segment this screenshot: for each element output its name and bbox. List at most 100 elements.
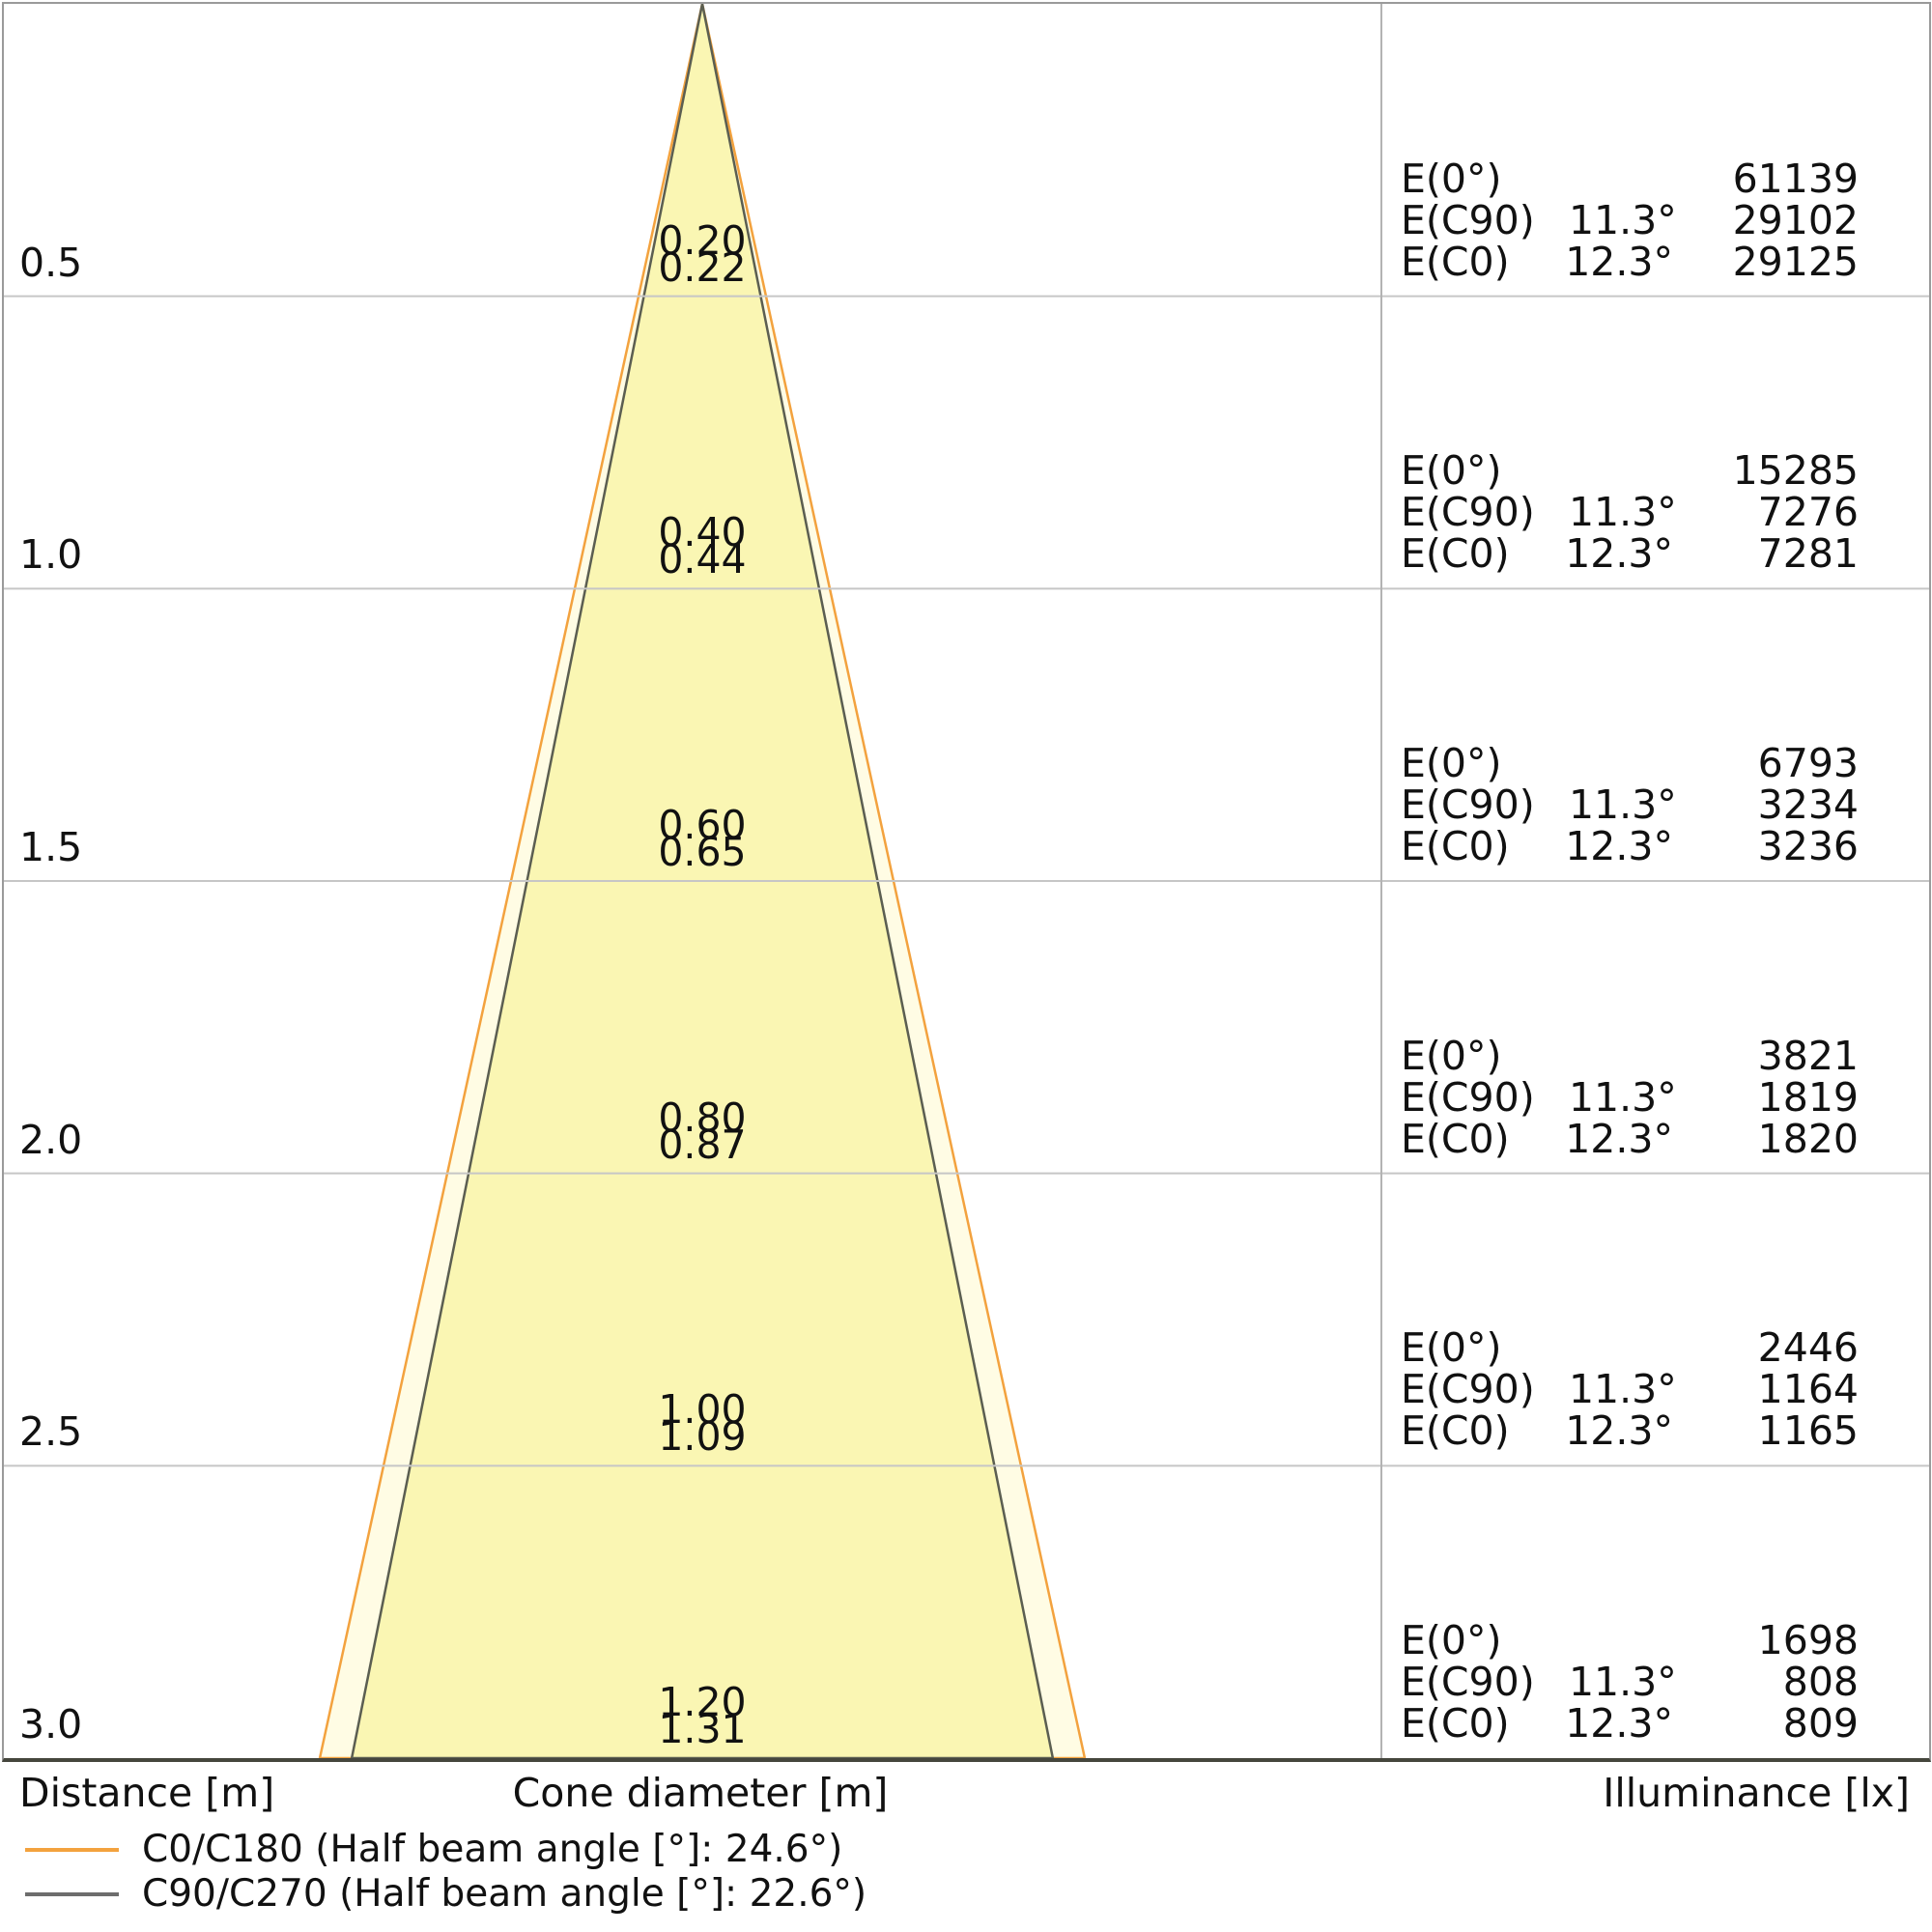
illuminance-row: E(0°) 3821 E(C90) 11.3° 1819 E(C0) 12.3° 1820: [1401, 1032, 1859, 1162]
illuminance-value: 3821: [1757, 1032, 1859, 1079]
illuminance-value: 809: [1782, 1700, 1859, 1747]
illuminance-label: E(0°): [1401, 1324, 1502, 1372]
cone-diameter-values: 1.00 1.09: [658, 1386, 747, 1461]
illuminance-row: E(0°) 6793 E(C90) 11.3° 3234 E(C0) 12.3° 3236: [1401, 743, 1859, 867]
axis-caption-row: Distance [m] Cone diameter [m] Illuminan…: [0, 1770, 1932, 1816]
illuminance-value: 808: [1782, 1659, 1859, 1705]
legend-item-c0-c180: C0/C180 (Half beam angle [°]: 24.6°): [25, 1828, 867, 1872]
legend-label-c0-c180: C0/C180 (Half beam angle [°]: 24.6°): [142, 1828, 843, 1871]
half-beam-angle-value: 11.3°: [1568, 1366, 1677, 1413]
illuminance-line-e0: E(0°) 1698: [1401, 1620, 1859, 1662]
distance-tick-label: 0.5: [19, 239, 83, 286]
cone-diameter-values: 0.60 0.65: [658, 802, 747, 875]
cone-diameter-axis-label: Cone diameter [m]: [512, 1770, 889, 1816]
illuminance-value: 2446: [1757, 1324, 1859, 1372]
half-beam-angle-value: 12.3°: [1565, 823, 1673, 869]
illuminance-value: 61139: [1732, 155, 1859, 202]
half-beam-angle-value: 11.3°: [1568, 1073, 1677, 1121]
illuminance-line-e0: E(0°) 15285: [1401, 450, 1859, 492]
illuminance-label: E(C0): [1401, 1700, 1510, 1747]
cone-diameter-c90-value: 1.00: [658, 1386, 747, 1434]
illuminance-line-e0: E(0°) 6793: [1401, 743, 1859, 784]
illuminance-value: 7276: [1757, 489, 1859, 536]
half-beam-angle-value: 11.3°: [1568, 781, 1677, 828]
illuminance-value: 6793: [1757, 740, 1859, 786]
illuminance-row: E(0°) 61139 E(C90) 11.3° 29102 E(C0) 12.3° 2912…: [1401, 155, 1859, 285]
cone-diameter-c0-value: 0.65: [658, 829, 747, 875]
illuminance-label: E(C0): [1401, 530, 1510, 578]
illuminance-label: E(C0): [1401, 238, 1510, 285]
cone-chart: 0.5 0.20 0.22 E(0°) 61139 E(C90) 11.3° 29102 E(C…: [2, 2, 1931, 1762]
illuminance-line-ec0: E(C0) 12.3° 3236: [1401, 826, 1859, 867]
distance-tick-label: 2.0: [19, 1116, 83, 1163]
illuminance-line-e0: E(0°) 3821: [1401, 1032, 1859, 1079]
cone-diameter-c0-value: 0.22: [658, 243, 747, 291]
cone-diameter-c90-value: 0.80: [658, 1094, 747, 1141]
cone-diagram-canvas: [4, 4, 1929, 1758]
distance-tick-label: 1.5: [19, 824, 83, 870]
illuminance-line-ec0: E(C0) 12.3° 1820: [1401, 1115, 1859, 1162]
cone-diameter-c90-value: 0.40: [658, 509, 747, 556]
half-beam-angle-value: 12.3°: [1565, 530, 1673, 578]
illuminance-value: 1819: [1757, 1073, 1859, 1121]
illuminance-line-ec0: E(C0) 12.3° 29125: [1401, 238, 1859, 285]
illuminance-line-e0: E(0°) 2446: [1401, 1327, 1859, 1369]
illuminance-label: E(C90): [1401, 781, 1535, 828]
illuminance-line-ec0: E(C0) 12.3° 1165: [1401, 1410, 1859, 1452]
illuminance-value: 1165: [1757, 1407, 1859, 1455]
illuminance-label: E(C90): [1401, 1659, 1535, 1705]
illuminance-line-ec0: E(C0) 12.3° 809: [1401, 1703, 1859, 1745]
half-beam-angle-value: 11.3°: [1568, 196, 1677, 243]
half-beam-angle-value: 12.3°: [1565, 238, 1673, 285]
cone-diameter-c0-value: 0.44: [658, 536, 747, 583]
illuminance-label: E(C0): [1401, 1407, 1510, 1455]
half-beam-angle-value: 11.3°: [1568, 1659, 1677, 1705]
cone-diameter-values: 0.80 0.87: [658, 1094, 747, 1168]
c0-c180-line-swatch-icon: [25, 1848, 119, 1852]
cone-diameter-c90-value: 0.60: [658, 802, 747, 848]
legend-label-c90-c270: C90/C270 (Half beam angle [°]: 22.6°): [142, 1872, 867, 1916]
illuminance-line-ec90: E(C90) 11.3° 3234: [1401, 784, 1859, 826]
illuminance-axis-label: Illuminance [lx]: [1603, 1770, 1910, 1816]
illuminance-label: E(0°): [1401, 740, 1502, 786]
illuminance-value: 29125: [1732, 238, 1859, 285]
illuminance-value: 3234: [1757, 781, 1859, 828]
illuminance-value: 3236: [1757, 823, 1859, 869]
illuminance-line-ec90: E(C90) 11.3° 1164: [1401, 1369, 1859, 1410]
illuminance-value: 29102: [1732, 196, 1859, 243]
illuminance-row: E(0°) 15285 E(C90) 11.3° 7276 E(C0) 12.3° 7281: [1401, 450, 1859, 575]
cone-diameter-values: 1.20 1.31: [658, 1679, 747, 1752]
illuminance-value: 1698: [1757, 1617, 1859, 1663]
half-beam-angle-value: 12.3°: [1565, 1700, 1673, 1747]
half-beam-angle-value: 12.3°: [1565, 1407, 1673, 1455]
cone-diameter-c0-value: 1.31: [658, 1706, 747, 1752]
cone-diameter-c0-value: 1.09: [658, 1413, 747, 1461]
illuminance-line-ec90: E(C90) 11.3° 1819: [1401, 1073, 1859, 1121]
illuminance-value: 1820: [1757, 1115, 1859, 1162]
distance-tick-label: 1.0: [19, 531, 83, 579]
illuminance-value: 1164: [1757, 1366, 1859, 1413]
illuminance-value: 15285: [1732, 447, 1859, 495]
cone-diameter-c90-value: 1.20: [658, 1679, 747, 1725]
legend-item-c90-c270: C90/C270 (Half beam angle [°]: 22.6°): [25, 1872, 867, 1917]
illuminance-label: E(C90): [1401, 1366, 1535, 1413]
illuminance-label: E(C0): [1401, 823, 1510, 869]
distance-tick-label: 2.5: [19, 1408, 83, 1456]
illuminance-line-ec90: E(C90) 11.3° 7276: [1401, 492, 1859, 533]
half-beam-angle-value: 12.3°: [1565, 1115, 1673, 1162]
illuminance-label: E(0°): [1401, 155, 1502, 202]
illuminance-line-ec0: E(C0) 12.3° 7281: [1401, 533, 1859, 575]
illuminance-line-ec90: E(C90) 11.3° 29102: [1401, 196, 1859, 243]
legend: C0/C180 (Half beam angle [°]: 24.6°) C90…: [25, 1828, 867, 1917]
illuminance-label: E(0°): [1401, 1032, 1502, 1079]
cone-diameter-values: 0.40 0.44: [658, 509, 747, 583]
c90-c270-line-swatch-icon: [25, 1892, 119, 1896]
illuminance-value: 7281: [1757, 530, 1859, 578]
cone-diameter-c0-value: 0.87: [658, 1121, 747, 1168]
cone-diameter-c90-value: 0.20: [658, 216, 747, 264]
illuminance-label: E(C90): [1401, 1073, 1535, 1121]
half-beam-angle-value: 11.3°: [1568, 489, 1677, 536]
illuminance-label: E(0°): [1401, 1617, 1502, 1663]
cone-diameter-values: 0.20 0.22: [658, 216, 747, 291]
